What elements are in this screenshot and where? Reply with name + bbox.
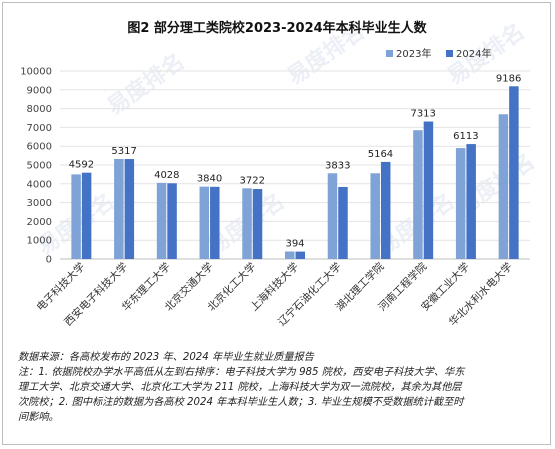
data-label: 9186	[496, 73, 521, 84]
bar-2023	[71, 174, 81, 259]
bar-2024	[252, 189, 263, 259]
bar-2024	[509, 86, 519, 260]
y-tick-label: 4000	[27, 179, 52, 190]
watermark-text: 易度排名	[102, 48, 189, 120]
bar-2023	[285, 251, 295, 259]
bar-2024	[81, 172, 92, 259]
bar-2024	[295, 251, 305, 259]
bar-2024	[167, 183, 177, 259]
legend-label: 2023年	[396, 47, 431, 60]
note-line-3: 次院校；2. 图中标注的数据为各高校 2024 年本科毕业生人数；3. 毕业生规…	[18, 397, 464, 408]
bar-2023	[498, 114, 509, 260]
legend-label: 2024年	[456, 47, 491, 60]
y-tick-label: 0	[46, 255, 52, 266]
data-label: 4028	[154, 170, 179, 181]
y-tick-label: 10000	[20, 67, 52, 78]
y-tick-label: 9000	[27, 85, 52, 96]
legend-swatch	[386, 50, 393, 57]
data-label: 7313	[410, 109, 435, 120]
y-tick-label: 8000	[27, 104, 52, 115]
chart-title: 图2 部分理工类院校2023-2024年本科毕业生人数	[127, 20, 427, 36]
bar-2023	[327, 173, 338, 259]
data-label: 4592	[69, 160, 94, 171]
bar-2023	[114, 158, 124, 259]
y-tick-label: 6000	[27, 142, 52, 153]
legend: 2023年 2024年	[386, 47, 491, 60]
y-tick-label: 7000	[27, 123, 52, 134]
bar-2023	[413, 130, 423, 259]
y-tick-label: 1000	[27, 236, 52, 247]
data-label: 5317	[111, 146, 136, 157]
grid-layer	[60, 70, 530, 260]
bar-2023	[370, 173, 380, 259]
x-axis-labels: 电子科技大学西安电子科技大学华东理工大学北京交通大学北京化工大学上海科技大学辽宁…	[34, 260, 515, 329]
source-note: 数据来源：各高校发布的 2023 年、2024 年毕业生就业质量报告	[18, 352, 314, 363]
bar-2024	[210, 186, 220, 259]
data-label: 6113	[453, 131, 478, 142]
bar-2024	[423, 121, 434, 260]
data-labels: 4592 5317 4028 3840 3722 394 3833 5164 7313 6113 9…	[69, 73, 522, 249]
note-line-4: 间影响。	[18, 412, 59, 423]
bar-2023	[242, 188, 252, 259]
y-tick-label: 2000	[27, 217, 52, 228]
data-label: 5164	[368, 149, 393, 160]
bar-2024	[338, 186, 348, 259]
y-tick-label: 5000	[27, 161, 52, 172]
data-label: 394	[285, 238, 304, 249]
bar-2023	[156, 182, 167, 259]
data-label: 3833	[325, 160, 350, 171]
bar-2024	[124, 159, 135, 259]
bars	[71, 86, 519, 260]
bar-2023	[199, 186, 210, 259]
y-axis: 0 1000 2000 3000 4000 5000 6000 7000 8000 9000 100…	[20, 67, 52, 266]
data-label: 3840	[197, 174, 222, 185]
chart-area: 易度排名易度排名易度排名易度排名易度排名易度排名易度排名 图2 部分理工类院校2…	[20, 18, 539, 329]
y-tick-label: 3000	[27, 198, 52, 209]
note-line-1: 注：1. 依据院校办学水平高低从左到右排序：电子科技大学为 985 院校，西安电…	[18, 367, 465, 378]
data-label: 3722	[240, 175, 265, 186]
notes-block: 数据来源：各高校发布的 2023 年、2024 年毕业生就业质量报告 注：1. …	[18, 350, 538, 425]
bar-2024	[380, 161, 391, 259]
bar-2023	[455, 148, 466, 259]
bar-chart: 易度排名易度排名易度排名易度排名易度排名易度排名易度排名 图2 部分理工类院校2…	[20, 18, 539, 329]
note-line-2: 理工大学、北京交通大学、北京化工大学为 211 院校，上海科技大学为双一流院校，…	[18, 382, 462, 393]
legend-swatch	[446, 50, 453, 57]
bar-2024	[466, 144, 476, 259]
